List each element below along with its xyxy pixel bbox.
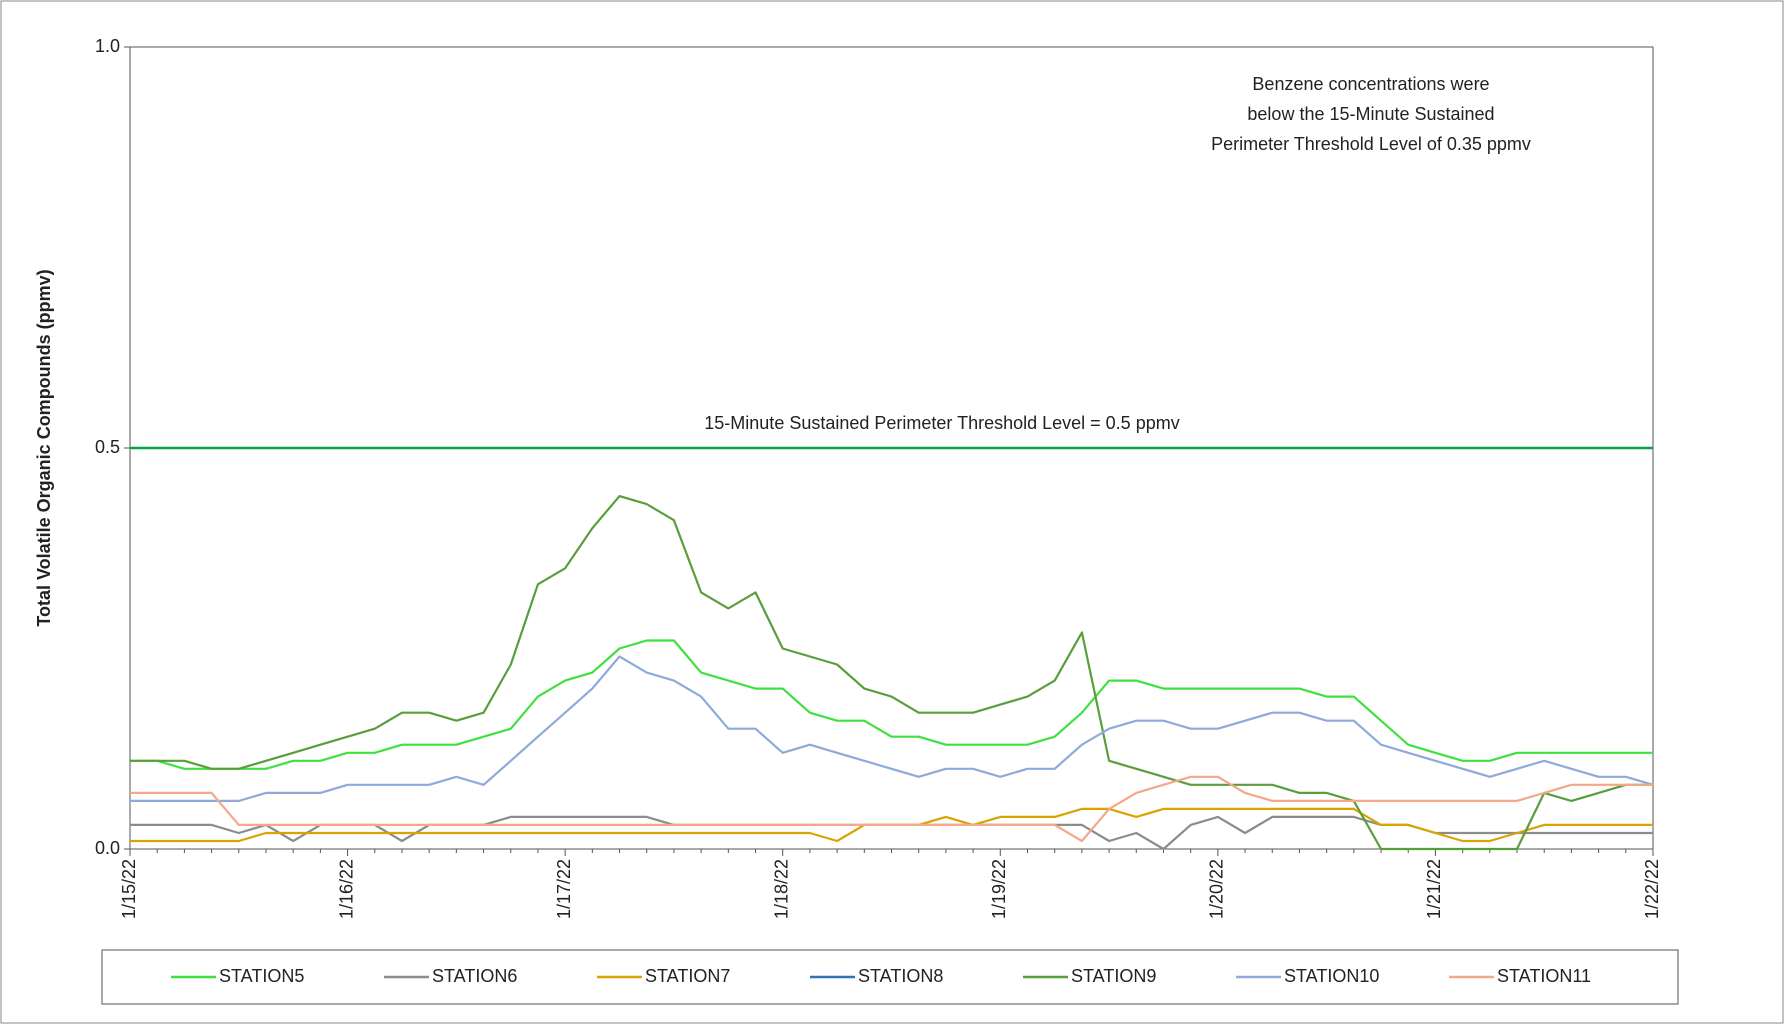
y-tick-label: 1.0 <box>95 36 120 56</box>
annotation: Perimeter Threshold Level of 0.35 ppmv <box>1211 134 1531 154</box>
series-line <box>130 775 1653 843</box>
x-tick-label: 1/22/22 <box>1642 859 1662 919</box>
x-tick-label: 1/15/22 <box>119 859 139 919</box>
x-tick-label: 1/16/22 <box>336 859 356 919</box>
y-tick-label: 0.5 <box>95 437 120 457</box>
legend-label: STATION8 <box>858 966 943 986</box>
series-line <box>130 495 1653 851</box>
x-tick-label: 1/17/22 <box>554 859 574 919</box>
legend-box <box>101 949 1679 1005</box>
legend-label: STATION9 <box>1071 966 1156 986</box>
x-tick-label: 1/21/22 <box>1424 859 1444 919</box>
x-tick-label: 1/20/22 <box>1207 859 1227 919</box>
series-line <box>130 639 1653 770</box>
series-line <box>130 655 1654 802</box>
legend-label: STATION7 <box>645 966 730 986</box>
x-tick-label: 1/19/22 <box>989 859 1009 919</box>
legend-label: STATION5 <box>219 966 304 986</box>
legend-label: STATION10 <box>1284 966 1379 986</box>
x-tick-label: 1/18/22 <box>771 859 791 919</box>
annotation: Benzene concentrations were <box>1252 74 1489 94</box>
annotation: below the 15-Minute Sustained <box>1247 104 1494 124</box>
y-axis-label: Total Volatile Organic Compounds (ppmv) <box>34 269 54 626</box>
legend-label: STATION6 <box>432 966 517 986</box>
y-tick-label: 0.0 <box>95 838 120 858</box>
threshold-label: 15-Minute Sustained Perimeter Threshold … <box>704 413 1179 433</box>
legend-label: STATION11 <box>1497 966 1591 986</box>
